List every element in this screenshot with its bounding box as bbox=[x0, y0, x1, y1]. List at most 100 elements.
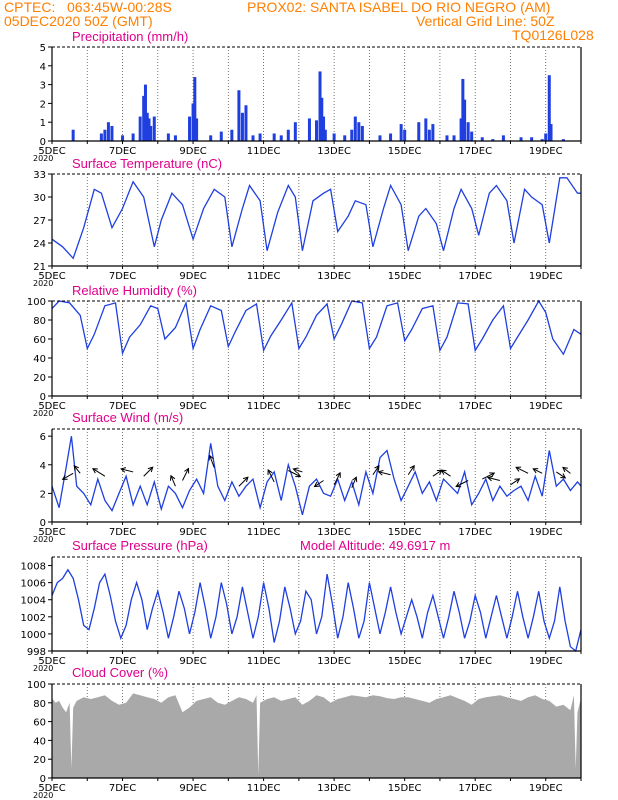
precip-bar bbox=[403, 129, 407, 141]
y-tick-label: 1004 bbox=[21, 596, 46, 607]
x-tick-label: 9DEC bbox=[179, 527, 206, 538]
precip-bar bbox=[519, 137, 523, 141]
x-tick-label: 9DEC bbox=[179, 656, 206, 667]
x-tick-label: 7DEC bbox=[109, 401, 136, 412]
precip-bar bbox=[357, 122, 361, 141]
x-tick-label: 15DEC bbox=[388, 527, 422, 538]
wind-arrow-head bbox=[92, 468, 98, 474]
precip-bar bbox=[209, 135, 213, 141]
precip-bar bbox=[307, 118, 311, 141]
humidity-title: Relative Humidity (%) bbox=[72, 283, 197, 298]
x-tick-label: 5DEC bbox=[38, 146, 65, 157]
y-tick-label: 0 bbox=[40, 392, 46, 403]
y-tick-label: 40 bbox=[33, 354, 46, 365]
x-tick-label: 15DEC bbox=[388, 146, 422, 157]
x-tick-label: 7DEC bbox=[109, 271, 136, 282]
y-tick-label: 1 bbox=[40, 118, 46, 129]
precip-bar bbox=[131, 133, 135, 141]
wind-arrow-head bbox=[409, 464, 415, 471]
precip-bar bbox=[106, 122, 110, 141]
x-corner-label: 2020 bbox=[33, 664, 53, 673]
wind-arrow bbox=[120, 468, 134, 473]
wind-arrow-head bbox=[515, 466, 522, 472]
x-tick-label: 5DEC bbox=[38, 656, 65, 667]
precip-bar bbox=[244, 105, 248, 141]
precip-bar bbox=[424, 118, 428, 141]
precip-bar bbox=[152, 116, 156, 141]
x-tick-label: 17DEC bbox=[458, 527, 492, 538]
precip-bar bbox=[258, 133, 262, 141]
wind-arrow-head bbox=[377, 470, 384, 476]
y-tick-label: 60 bbox=[33, 718, 46, 729]
wind-arrow bbox=[238, 476, 249, 487]
wind-arrow-head bbox=[352, 476, 358, 483]
x-tick-label: 19DEC bbox=[529, 527, 563, 538]
x-tick-label: 7DEC bbox=[109, 783, 136, 794]
x-tick-label: 13DEC bbox=[317, 401, 351, 412]
wind-arrow bbox=[73, 465, 81, 474]
precip-bar bbox=[173, 135, 177, 141]
series-line bbox=[51, 568, 582, 653]
precip-bar bbox=[544, 133, 548, 141]
wind-title: Surface Wind (m/s) bbox=[72, 410, 184, 425]
wind-arrow bbox=[515, 466, 529, 474]
precip-bar bbox=[445, 135, 449, 141]
y-tick-label: 0 bbox=[40, 137, 46, 148]
precip-bar bbox=[166, 133, 170, 141]
y-tick-label: 4 bbox=[40, 62, 46, 73]
precip-bar bbox=[343, 135, 347, 141]
y-tick-label: 5 bbox=[40, 43, 46, 54]
wind-arrow-head bbox=[184, 467, 190, 474]
y-tick-label: 0 bbox=[40, 518, 46, 529]
y-tick-label: 1002 bbox=[21, 613, 46, 624]
x-corner-label: 2020 bbox=[33, 791, 53, 800]
y-tick-label: 998 bbox=[27, 647, 46, 658]
x-corner-label: 2020 bbox=[33, 409, 53, 418]
wind-arrow bbox=[288, 470, 301, 477]
y-tick-label: 60 bbox=[33, 335, 46, 346]
precip-bar bbox=[463, 99, 467, 141]
precip-bar bbox=[466, 122, 470, 141]
wind-arrow-head bbox=[61, 474, 68, 480]
pressure-altitude: Model Altitude: 49.6917 m bbox=[300, 538, 451, 553]
wind-arrow-head bbox=[292, 467, 299, 473]
x-tick-label: 7DEC bbox=[109, 146, 136, 157]
precip-bar bbox=[286, 129, 290, 141]
wind-arrow-head bbox=[73, 465, 80, 471]
x-tick-label: 11DEC bbox=[247, 271, 281, 282]
precip-bar bbox=[143, 84, 147, 141]
wind-arrow bbox=[209, 455, 215, 468]
y-tick-label: 80 bbox=[33, 699, 46, 710]
precip-bar bbox=[188, 116, 192, 141]
precip-bar bbox=[279, 135, 283, 141]
wind-arrow-head bbox=[532, 468, 539, 474]
x-corner-label: 2020 bbox=[33, 535, 53, 544]
wind-arrow bbox=[351, 476, 357, 488]
wind-arrow bbox=[314, 480, 324, 487]
y-tick-label: 6 bbox=[40, 432, 46, 443]
precip-bar bbox=[470, 131, 474, 141]
precip-bar bbox=[452, 135, 456, 141]
x-tick-label: 19DEC bbox=[529, 783, 563, 794]
wind-arrow bbox=[562, 466, 571, 474]
x-tick-label: 9DEC bbox=[179, 401, 206, 412]
x-tick-label: 19DEC bbox=[529, 656, 563, 667]
wind-arrow-head bbox=[374, 464, 380, 471]
pressure-title: Surface Pressure (hPa) bbox=[72, 538, 208, 553]
x-tick-label: 13DEC bbox=[317, 656, 351, 667]
precip-bar bbox=[549, 124, 553, 141]
wind-arrow-head bbox=[489, 472, 496, 478]
x-tick-label: 11DEC bbox=[247, 401, 281, 412]
precip-bar bbox=[251, 135, 255, 141]
y-tick-label: 100 bbox=[27, 297, 46, 308]
precip-bar bbox=[121, 135, 125, 141]
precip-bar bbox=[350, 129, 354, 141]
precip-title: Precipitation (mm/h) bbox=[72, 29, 189, 44]
precip-bar bbox=[389, 133, 393, 141]
x-tick-label: 5DEC bbox=[38, 271, 65, 282]
precip-bar bbox=[195, 118, 199, 141]
x-tick-label: 15DEC bbox=[388, 783, 422, 794]
header-location: PROX02: SANTA ISABEL DO RIO NEGRO (AM) bbox=[247, 0, 551, 15]
precip-bar bbox=[191, 103, 195, 141]
